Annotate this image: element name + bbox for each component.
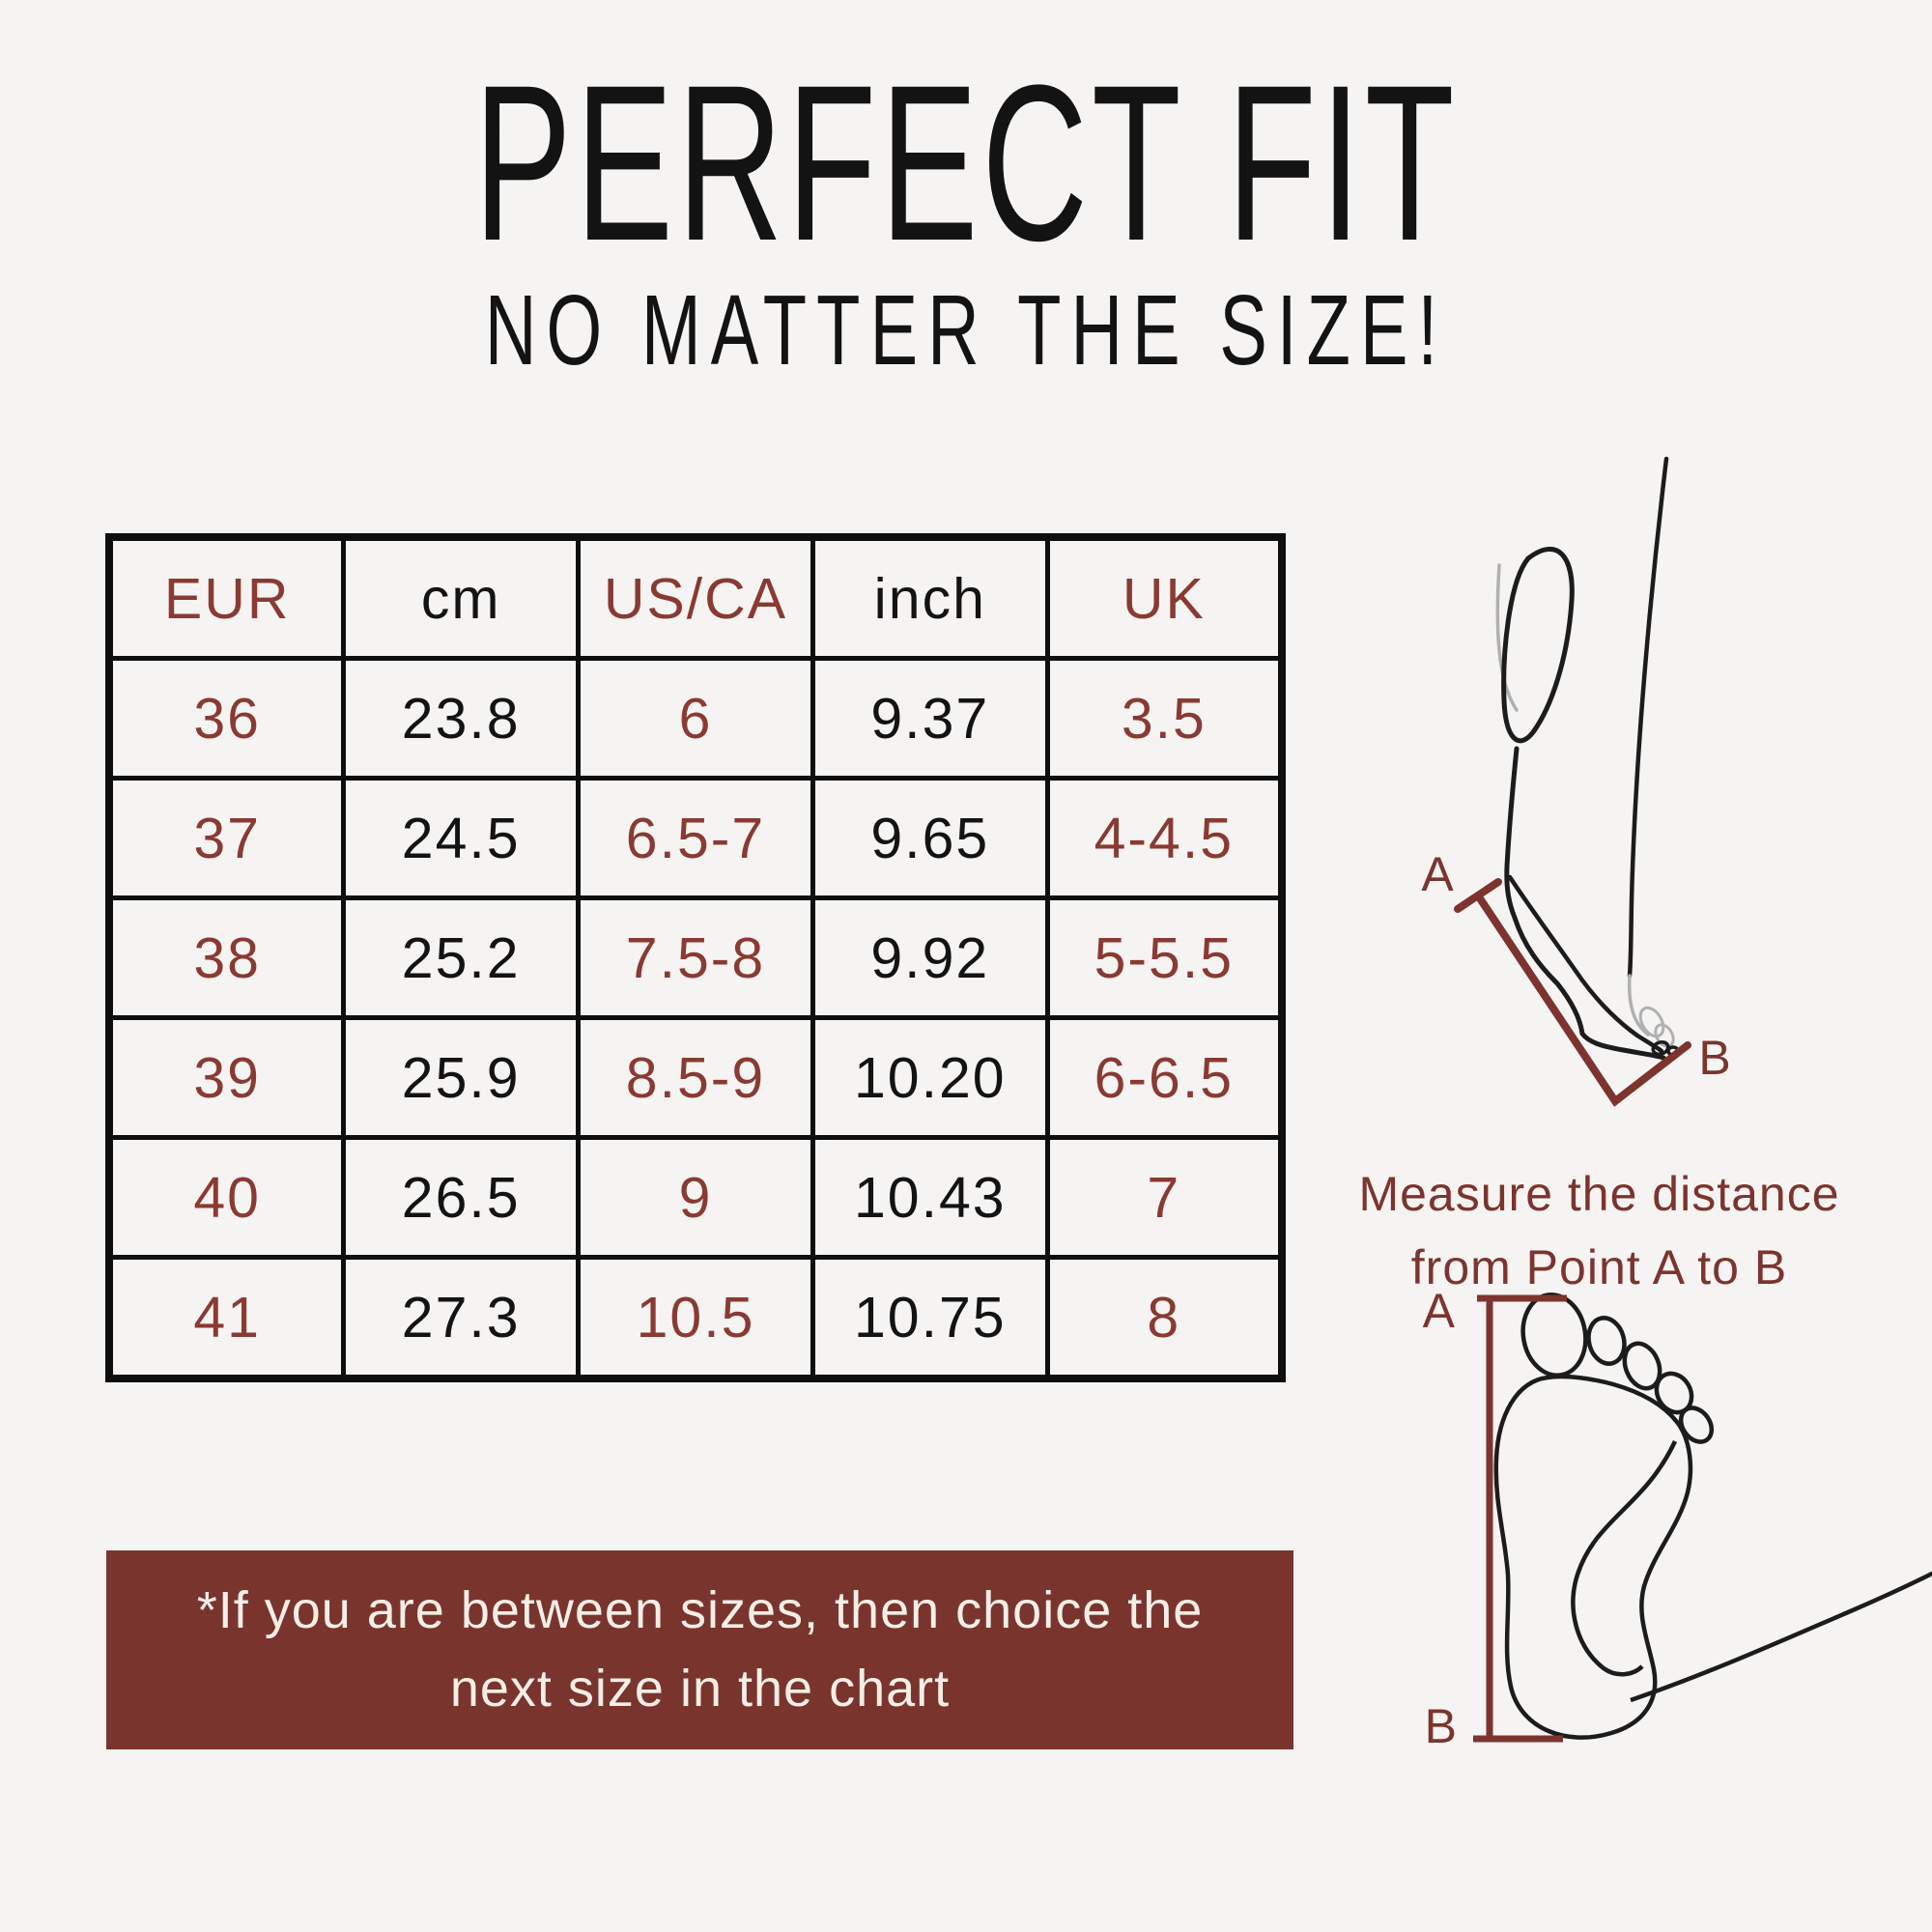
leg-front-heel-sole-line <box>1504 746 1666 1061</box>
point-a-label: A <box>1423 1285 1456 1338</box>
page-title: PERFECT FIT <box>473 39 1459 287</box>
cell-us-ca: 9 <box>576 1135 815 1260</box>
cell-cm: 24.5 <box>341 776 582 900</box>
toe-icon <box>1586 1316 1627 1366</box>
cell-us-ca: 7.5-8 <box>576 895 815 1020</box>
measure-instruction: Measure the distance from Point A to B <box>1336 1157 1862 1304</box>
measure-instruction-line2: from Point A to B <box>1410 1240 1788 1294</box>
table-row: 38 25.2 7.5-8 9.92 5-5.5 <box>106 895 1285 1020</box>
cell-uk: 6-6.5 <box>1044 1015 1285 1140</box>
cell-cm: 25.2 <box>341 895 582 1020</box>
cell-cm: 25.9 <box>341 1015 582 1140</box>
toe-detail-gray <box>1654 1023 1675 1048</box>
cell-inch: 10.20 <box>810 1015 1050 1140</box>
toe-detail-gray <box>1638 1006 1665 1038</box>
footprint-illustration: A B <box>1423 1285 1932 1748</box>
table-row: 40 26.5 9 10.43 7 <box>106 1135 1285 1260</box>
table-row: 36 23.8 6 9.37 3.5 <box>106 656 1285 781</box>
note-line1: *If you are between sizes, then choice t… <box>196 1581 1204 1639</box>
measure-instruction-line1: Measure the distance <box>1358 1167 1840 1221</box>
cell-cm: 27.3 <box>341 1255 582 1381</box>
cell-eur: 38 <box>106 895 347 1020</box>
column-header-inch: inch <box>810 534 1050 661</box>
cell-eur: 37 <box>106 776 347 900</box>
cell-us-ca: 8.5-9 <box>576 1015 815 1140</box>
toe-icon <box>1654 1371 1694 1415</box>
between-sizes-note: *If you are between sizes, then choice t… <box>106 1550 1293 1749</box>
cell-uk: 5-5.5 <box>1044 895 1285 1020</box>
cell-cm: 26.5 <box>341 1135 582 1260</box>
instep-line <box>1507 874 1664 1054</box>
sole-outline <box>1493 1374 1693 1740</box>
cell-inch: 10.43 <box>810 1135 1050 1260</box>
sole-inner-line <box>1571 1440 1678 1677</box>
calf-inner-line <box>1495 563 1519 712</box>
side-foot-illustration: A B <box>1421 456 1731 1107</box>
table-row: 39 25.9 8.5-9 10.20 6-6.5 <box>106 1015 1285 1140</box>
leg-back-gray-line <box>1627 974 1650 1037</box>
note-line2: next size in the chart <box>449 1660 951 1718</box>
cell-uk: 7 <box>1044 1135 1285 1260</box>
point-a-label: A <box>1421 847 1454 901</box>
cell-inch: 9.65 <box>810 776 1050 900</box>
column-header-eur: EUR <box>106 534 347 661</box>
point-b-label: B <box>1425 1699 1457 1748</box>
cell-us-ca: 6.5-7 <box>576 776 815 900</box>
toe-detail-dark <box>1651 1039 1670 1057</box>
cell-us-ca: 6 <box>576 656 815 781</box>
table-row: 37 24.5 6.5-7 9.65 4-4.5 <box>106 776 1285 900</box>
column-header-cm: cm <box>341 534 582 661</box>
point-b-label: B <box>1698 1031 1730 1085</box>
table-row: 41 27.3 10.5 10.75 8 <box>106 1255 1285 1381</box>
cell-us-ca: 10.5 <box>576 1255 815 1381</box>
cell-cm: 23.8 <box>341 656 582 781</box>
calf-loop-line <box>1501 546 1575 744</box>
cell-uk: 8 <box>1044 1255 1285 1381</box>
cell-eur: 40 <box>106 1135 347 1260</box>
table-header-row: EUR cm US/CA inch UK <box>106 534 1285 661</box>
cell-inch: 10.75 <box>810 1255 1050 1381</box>
toe-icon <box>1622 1341 1662 1391</box>
cell-eur: 39 <box>106 1015 347 1140</box>
line-art-tail <box>1630 1571 1932 1703</box>
column-header-us-ca: US/CA <box>576 534 815 661</box>
cell-uk: 4-4.5 <box>1044 776 1285 900</box>
column-header-uk: UK <box>1044 534 1285 661</box>
cell-uk: 3.5 <box>1044 656 1285 781</box>
cell-inch: 9.92 <box>810 895 1050 1020</box>
cell-eur: 36 <box>106 656 347 781</box>
leg-back-line <box>1627 456 1669 979</box>
cell-inch: 9.37 <box>810 656 1050 781</box>
big-toe-icon <box>1520 1293 1588 1378</box>
cell-eur: 41 <box>106 1255 347 1381</box>
page-subtitle: NO MATTER THE SIZE! <box>484 274 1448 385</box>
measure-line-a-b <box>1474 892 1691 1107</box>
size-conversion-table: EUR cm US/CA inch UK 36 23.8 6 9.37 3.5 … <box>105 533 1286 1382</box>
